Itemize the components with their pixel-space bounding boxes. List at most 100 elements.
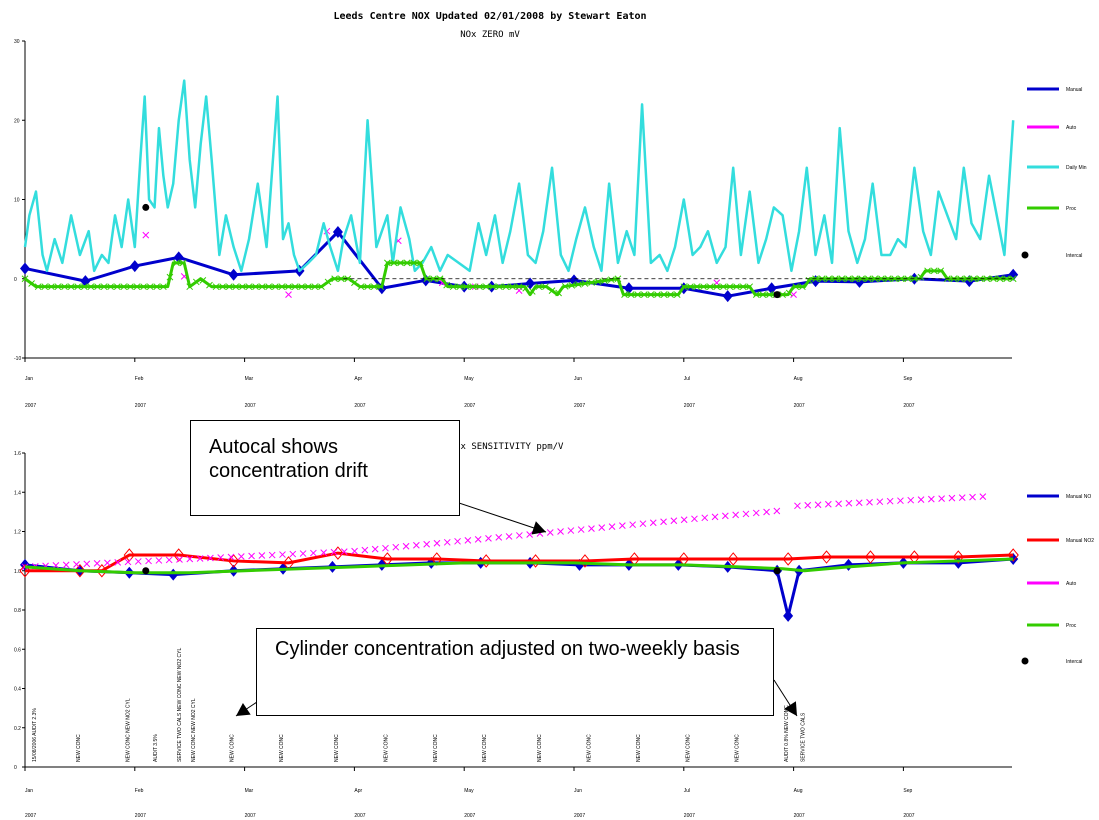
data-point [186,555,194,563]
data-point [799,283,806,291]
data-point [480,554,492,568]
data-point [217,554,225,561]
data-point [403,259,411,267]
series-daily-min [23,79,1015,273]
data-point [248,552,255,560]
data-point [104,559,111,567]
data-point [739,283,747,291]
data-point [542,283,549,291]
data-point [579,554,591,568]
legend-swatch [1021,251,1029,259]
data-point [298,283,306,291]
data-point [392,543,400,551]
data-point [691,515,698,523]
data-point [516,532,523,539]
data-point [245,283,253,291]
event-label: NEW CONC [76,734,82,762]
legend-label: Manual NO [1066,494,1091,500]
x-tick-label-year: 2007 [464,813,475,819]
data-point [330,548,338,556]
data-point [733,283,740,291]
y-tick-label: 1.4 [14,490,21,496]
event-label: NEW CONC NEW NO2 CYL [191,698,197,762]
data-point [21,275,29,283]
x-tick-label-year: 2007 [794,813,805,819]
x-tick-label-month: Sep [903,788,912,794]
data-point [383,259,391,267]
data-point [670,517,678,525]
data-point [179,259,187,267]
x-tick-label-month: May [464,788,474,794]
data-point [976,275,984,283]
x-tick-label-month: Feb [135,376,144,382]
data-point [667,291,674,298]
event-label: NEW CONC [433,734,439,762]
data-point [416,259,424,267]
data-point [548,287,556,294]
data-point [107,283,114,291]
y-tick-label: 0.8 [14,608,21,614]
data-point [196,555,204,562]
data-point [785,289,793,297]
event-label: 15/08/2006 AUDIT 2.3% [32,708,38,762]
data-point [87,283,95,291]
y-tick-label: 10 [14,198,20,204]
data-point [485,535,492,542]
data-point [443,538,451,546]
data-point [41,283,49,291]
data-point [759,291,767,298]
data-point [693,283,701,291]
x-tick-label-year: 2007 [354,813,365,819]
x-tick-label-month: Feb [135,788,144,794]
data-point [142,231,150,239]
data-point [464,536,472,544]
data-point [186,283,194,291]
data-point [866,498,873,506]
data-point [291,283,299,291]
x-tick-label-month: Mar [245,376,254,382]
y-tick-label: 30 [14,39,20,45]
data-point [351,279,358,287]
data-point [155,557,163,564]
data-point [773,567,781,575]
data-point [907,496,915,504]
data-point [773,291,781,299]
x-tick-label-month: Aug [794,376,803,382]
data-point [742,510,750,518]
data-point [990,275,997,283]
event-label: NEW CONC [537,734,543,762]
data-point [927,495,935,503]
data-point [219,283,226,291]
data-point [390,259,398,267]
series-proc [24,557,1014,575]
data-point [782,552,794,566]
data-point [489,283,497,291]
x-tick-label-year: 2007 [25,813,36,819]
data-point [225,283,233,291]
data-point [423,275,431,283]
x-tick-label-month: Aug [794,788,803,794]
data-point [526,531,534,538]
y-tick-label: -10 [14,356,21,362]
data-point [449,283,457,291]
data-point [357,283,365,291]
x-tick-label-year: 2007 [684,403,695,409]
data-point [364,283,371,291]
data-point [463,283,470,291]
y-tick-label: 0 [14,765,17,771]
data-point [711,513,719,521]
data-point [575,281,582,288]
chart2-title: x SENSITIVITY ppm/V [461,442,565,452]
chart2-sensitivity: 0 0.2 0.4 0.6 0.8 1.0 1.2 1.4 1.6 Jan 2007 Feb 2007 M… [14,451,1094,819]
data-point [701,514,709,522]
data-point [732,511,740,519]
data-point [891,275,898,283]
data-point [634,291,642,298]
data-point [142,203,150,211]
legend-label: Proc [1066,206,1077,212]
data-point [766,282,777,295]
data-point [629,521,637,529]
y-tick-label: 0.6 [14,647,21,653]
event-label: NEW CONC [685,734,691,762]
data-point [482,283,490,291]
